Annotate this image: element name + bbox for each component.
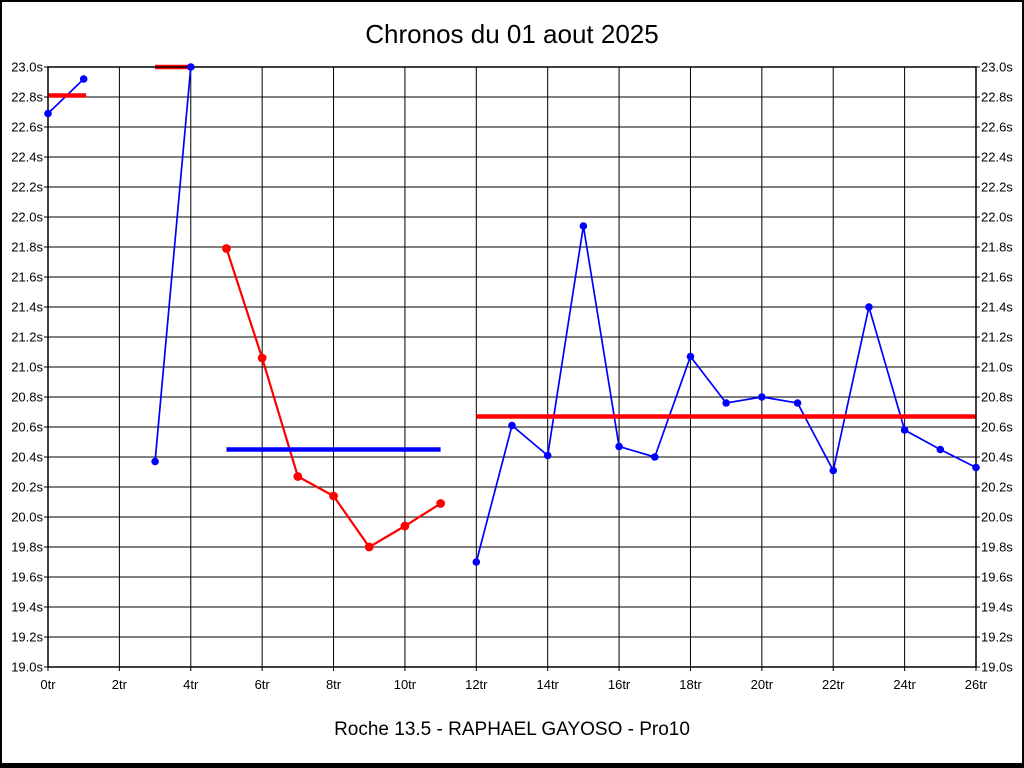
y-axis-label-left: 23.0s: [11, 60, 43, 75]
y-axis-label-right: 19.4s: [981, 600, 1013, 615]
blue-laps-stint-3-marker: [686, 352, 695, 361]
blue-laps-stint-3-marker: [472, 558, 481, 566]
red-laps-stint-marker: [329, 491, 338, 501]
y-axis-label-right: 21.0s: [981, 360, 1013, 375]
x-axis-label: 0tr: [40, 677, 56, 692]
y-axis-label-left: 21.8s: [11, 240, 43, 255]
y-axis-label-left: 19.4s: [11, 600, 43, 615]
blue-laps-stint-3-marker: [579, 222, 588, 230]
x-axis-label: 14tr: [536, 677, 559, 692]
x-axis-label: 8tr: [326, 677, 342, 692]
blue-laps-stint-3-marker: [793, 399, 802, 407]
red-laps-stint-marker: [400, 521, 410, 531]
x-axis-label: 12tr: [465, 677, 488, 692]
blue-laps-stint-2-marker: [151, 457, 159, 466]
blue-laps-stint-1-marker: [79, 75, 88, 83]
y-axis-label-right: 19.6s: [981, 570, 1013, 585]
blue-laps-stint-3-marker: [936, 445, 945, 454]
y-axis-label-right: 19.8s: [981, 540, 1013, 555]
x-axis-label: 26tr: [965, 677, 988, 692]
y-axis-label-right: 23.0s: [981, 60, 1013, 75]
y-axis-label-left: 19.2s: [11, 630, 43, 645]
chart-title: Chronos du 01 aout 2025: [365, 19, 659, 49]
red-laps-stint-marker: [436, 499, 446, 508]
y-axis-label-right: 20.6s: [981, 420, 1013, 435]
blue-laps-stint-3-marker: [865, 303, 873, 311]
y-axis-label-left: 22.2s: [11, 180, 43, 195]
y-axis-label-right: 21.2s: [981, 330, 1013, 345]
blue-laps-stint-3-marker: [543, 451, 552, 460]
x-axis-label: 16tr: [608, 677, 631, 692]
y-axis-label-left: 19.6s: [11, 570, 43, 585]
blue-laps-stint-1-marker: [44, 109, 52, 118]
y-axis-label-right: 21.6s: [981, 270, 1013, 285]
y-axis-label-left: 22.8s: [11, 90, 43, 105]
blue-laps-stint-3-marker: [900, 426, 909, 434]
y-axis-label-left: 19.8s: [11, 540, 43, 555]
y-axis-label-right: 19.0s: [981, 660, 1013, 675]
y-axis-label-left: 20.4s: [11, 450, 43, 465]
blue-laps-stint-3-marker: [758, 393, 766, 401]
x-axis-label: 24tr: [893, 677, 916, 692]
y-axis-label-right: 20.2s: [981, 480, 1013, 495]
y-axis-label-right: 19.2s: [981, 630, 1013, 645]
y-axis-label-left: 20.2s: [11, 480, 43, 495]
y-axis-label-left: 20.8s: [11, 390, 43, 405]
blue-laps-stint-2-marker: [186, 63, 195, 71]
plot-border: [47, 66, 977, 668]
y-axis-label-right: 22.6s: [981, 120, 1013, 135]
y-axis-label-right: 22.4s: [981, 150, 1013, 165]
y-axis-label-left: 21.6s: [11, 270, 43, 285]
x-axis-label: 22tr: [822, 677, 845, 692]
y-axis-label-right: 20.4s: [981, 450, 1013, 465]
y-axis-label-right: 22.2s: [981, 180, 1013, 195]
y-axis-label-right: 21.4s: [981, 300, 1013, 315]
y-axis-label-right: 20.8s: [981, 390, 1013, 405]
x-axis-label: 10tr: [394, 677, 417, 692]
y-axis-label-right: 22.8s: [981, 90, 1013, 105]
y-axis-label-left: 22.4s: [11, 150, 43, 165]
red-laps-stint-marker: [364, 542, 374, 552]
y-axis-label-left: 21.2s: [11, 330, 43, 345]
y-axis-label-right: 21.8s: [981, 240, 1013, 255]
x-axis-label: 4tr: [183, 677, 199, 692]
blue-laps-stint-3-marker: [615, 442, 623, 451]
y-axis-label-left: 20.6s: [11, 420, 43, 435]
blue-laps-stint-3-marker: [508, 421, 516, 430]
y-axis-label-right: 20.0s: [981, 510, 1013, 525]
blue-laps-stint-3-marker: [829, 466, 838, 475]
blue-laps-stint-2-line: [154, 66, 192, 462]
y-axis-label-left: 22.6s: [11, 120, 43, 135]
red-laps-stint-marker: [222, 244, 231, 253]
y-axis-label-left: 20.0s: [11, 510, 43, 525]
x-axis-label: 2tr: [112, 677, 128, 692]
blue-laps-stint-3-marker: [650, 453, 659, 461]
x-axis-label: 20tr: [751, 677, 774, 692]
blue-laps-stint-3-marker: [722, 399, 730, 407]
blue-laps-stint-3-marker: [972, 463, 980, 472]
chart-caption: Roche 13.5 - RAPHAEL GAYOSO - Pro10: [334, 719, 690, 740]
y-axis-label-right: 22.0s: [981, 210, 1013, 225]
y-axis-label-left: 21.4s: [11, 300, 43, 315]
y-axis-label-left: 21.0s: [11, 360, 43, 375]
x-axis-label: 18tr: [679, 677, 702, 692]
x-axis-label: 6tr: [255, 677, 271, 692]
red-laps-stint-marker: [293, 472, 303, 481]
y-axis-label-left: 22.0s: [11, 210, 43, 225]
red-laps-stint-marker: [257, 353, 267, 363]
blue-laps-stint-3-line: [475, 225, 977, 563]
y-axis-label-left: 19.0s: [11, 660, 43, 675]
